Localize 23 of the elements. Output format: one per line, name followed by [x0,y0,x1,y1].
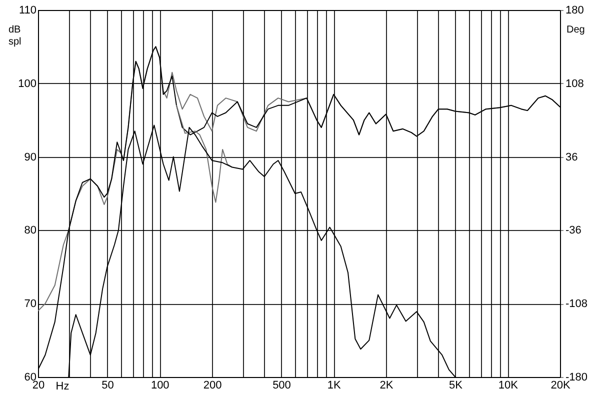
y-tick-label: 80 [24,224,36,237]
x-tick-label: 1K [327,380,342,392]
x-tick-label: 100 [150,380,170,392]
x-axis-title: Hz [56,380,70,392]
x-tick-label: 10K [498,380,519,392]
y-tick-label: 70 [24,298,36,310]
y2-tick-label: 180 [566,4,584,16]
y2-tick-label: -108 [566,298,588,310]
y-axis-title: dB spl [8,24,22,48]
x-tick-label: 5K [449,380,464,392]
y2-axis-title: Deg [566,24,585,36]
y-tick-label: 100 [18,78,36,90]
x-tick-label: 500 [272,380,291,392]
y2-tick-label: 108 [566,78,584,90]
y2-tick-label: -36 [566,224,582,237]
x-tick-label: 50 [102,380,114,392]
x-tick-label: 20K [550,380,571,392]
y-tick-label: 110 [18,4,36,16]
x-tick-label: 20 [32,380,45,392]
y2-tick-label: 36 [566,151,578,164]
y-tick-label: 90 [24,151,36,164]
x-tick-label: 2K [380,380,394,392]
x-tick-label: 200 [203,380,222,392]
